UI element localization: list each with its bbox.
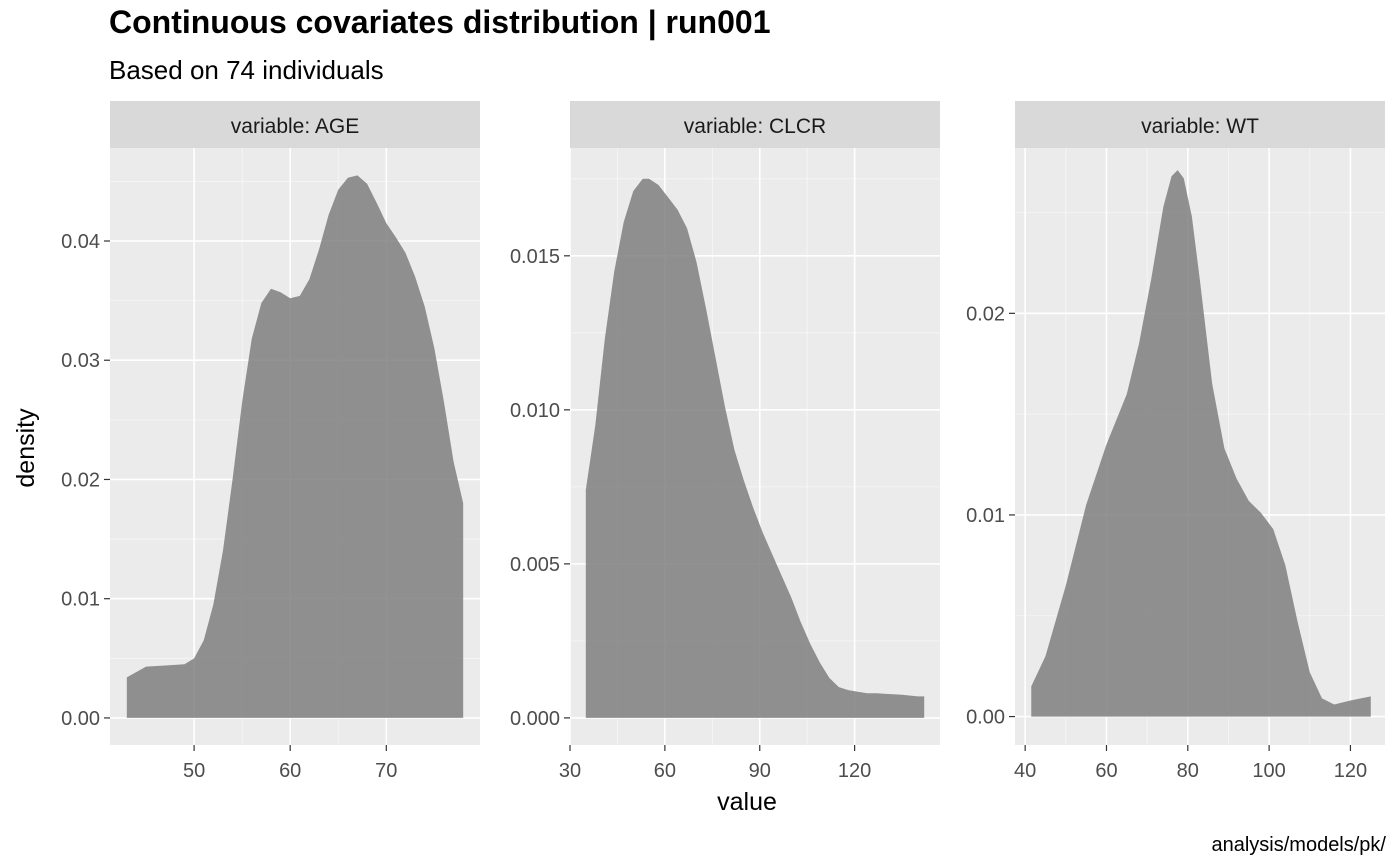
x-tick-label: 120 bbox=[838, 760, 871, 782]
x-axis-title: value bbox=[717, 788, 777, 816]
y-tick-label: 0.005 bbox=[510, 554, 560, 576]
y-axis-title: density bbox=[12, 408, 40, 488]
facet-strip-label: variable: CLCR bbox=[684, 115, 826, 138]
facet-panel-3: variable: WT 0.00 0.01 0.02 40 60 80 100 120 bbox=[966, 101, 1385, 782]
y-tick-label: 0.02 bbox=[61, 469, 100, 491]
facet-strip-bg bbox=[1015, 101, 1385, 148]
x-tick-label: 60 bbox=[654, 760, 676, 782]
x-tick-label: 40 bbox=[1014, 760, 1036, 782]
density-area bbox=[1031, 170, 1371, 717]
x-tick-label: 60 bbox=[279, 760, 301, 782]
x-tick-label: 70 bbox=[375, 760, 397, 782]
facet-panel-2: variable: CLCR 0.000 0.005 0.010 0.015 30 60 90… bbox=[510, 101, 940, 782]
y-tick-label: 0.02 bbox=[966, 303, 1005, 325]
y-tick-label: 0.010 bbox=[510, 400, 560, 422]
y-tick-label: 0.000 bbox=[510, 708, 560, 730]
x-tick-label: 100 bbox=[1252, 760, 1285, 782]
facet-strip-bg bbox=[110, 101, 480, 148]
y-tick-label: 0.015 bbox=[510, 246, 560, 268]
x-tick-label: 60 bbox=[1095, 760, 1117, 782]
chart-subtitle: Based on 74 individuals bbox=[109, 55, 384, 85]
y-tick-label: 0.00 bbox=[61, 708, 100, 730]
chart-title: Continuous covariates distribution | run… bbox=[109, 4, 770, 40]
x-tick-label: 120 bbox=[1334, 760, 1367, 782]
y-tick-label: 0.04 bbox=[61, 231, 100, 253]
x-tick-label: 50 bbox=[183, 760, 205, 782]
x-tick-label: 80 bbox=[1177, 760, 1199, 782]
facet-panel-1: variable: AGE 0.00 0.01 0.02 0.03 0.04 50 60 70 bbox=[61, 101, 480, 782]
facet-strip-label: variable: AGE bbox=[231, 115, 359, 138]
facet-strip-bg bbox=[570, 101, 940, 148]
x-tick-label: 90 bbox=[749, 760, 771, 782]
density-area bbox=[126, 175, 464, 718]
y-tick-label: 0.03 bbox=[61, 350, 100, 372]
chart-caption: analysis/models/pk/ bbox=[1211, 834, 1386, 856]
y-tick-label: 0.01 bbox=[966, 505, 1005, 527]
y-tick-label: 0.01 bbox=[61, 589, 100, 611]
facet-strip-label: variable: WT bbox=[1141, 115, 1259, 138]
x-tick-label: 30 bbox=[559, 760, 581, 782]
y-tick-label: 0.00 bbox=[966, 707, 1005, 729]
density-area bbox=[585, 178, 925, 718]
